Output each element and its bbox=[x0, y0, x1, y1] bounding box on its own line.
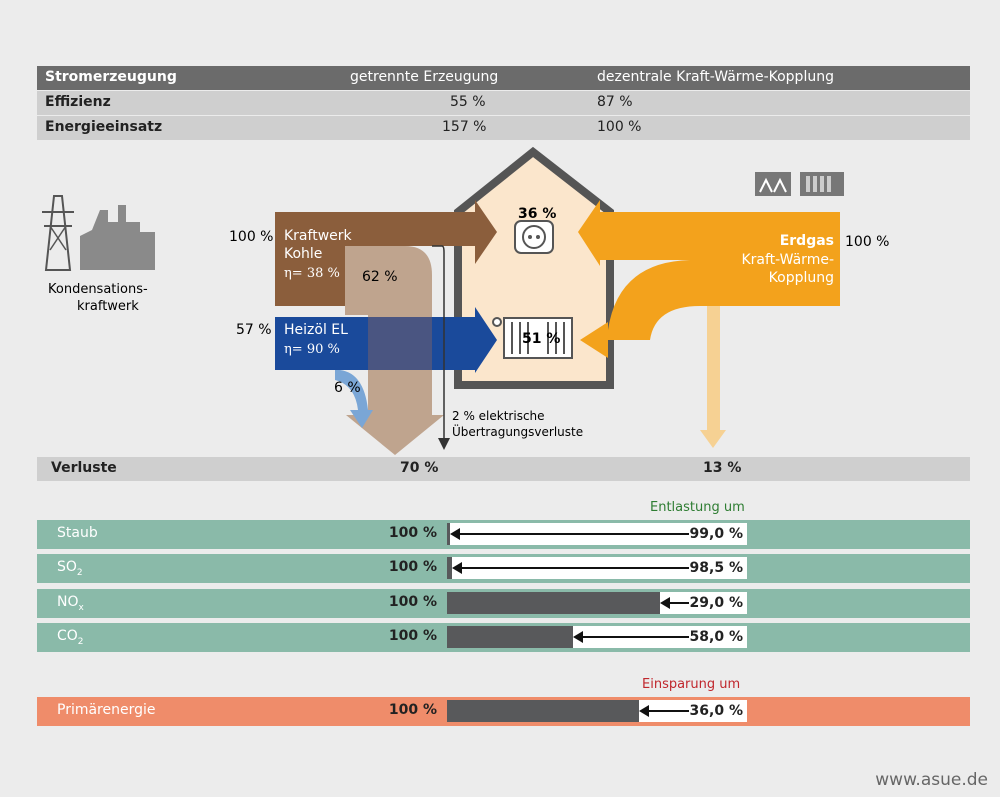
efficiency-separate: 55 % bbox=[450, 94, 486, 110]
table-header-row: Stromerzeugung getrennte Erzeugung dezen… bbox=[37, 66, 970, 90]
losses-separate: 70 % bbox=[400, 460, 439, 476]
efficiency-row: Effizienz 55 % 87 % bbox=[37, 91, 970, 115]
pollutant-label: Staub bbox=[57, 525, 98, 541]
energy-input-row: Energieeinsatz 157 % 100 % bbox=[37, 116, 970, 140]
header-label: Stromerzeugung bbox=[45, 69, 177, 85]
house-heat-percent: 51 % bbox=[522, 331, 560, 347]
efficiency-chp: 87 % bbox=[597, 94, 633, 110]
primary-energy-label: Primärenergie bbox=[57, 702, 156, 718]
pollutant-base: 100 % bbox=[388, 628, 437, 644]
coal-label-2: Kohle bbox=[284, 246, 322, 262]
pollutant-track: 99,0 % bbox=[447, 523, 747, 545]
pollutant-base: 100 % bbox=[388, 525, 437, 541]
power-plant-icon bbox=[42, 195, 155, 271]
coal-percent: 100 % bbox=[229, 229, 273, 245]
pollutant-track: 29,0 % bbox=[447, 592, 747, 614]
house-power-percent: 36 % bbox=[518, 206, 556, 222]
transmission-label-1: 2 % elektrische bbox=[452, 409, 545, 423]
pollutant-value: 98,5 % bbox=[689, 560, 743, 576]
oil-efficiency: η= 90 % bbox=[284, 342, 340, 357]
gas-power-arrow bbox=[578, 200, 840, 266]
pollutant-base: 100 % bbox=[388, 594, 437, 610]
transmission-arrowhead bbox=[438, 438, 450, 450]
socket-icon bbox=[514, 220, 554, 254]
pollutant-bar bbox=[447, 523, 450, 545]
reduction-arrowhead bbox=[660, 597, 670, 609]
primary-energy-arrow bbox=[647, 710, 689, 712]
oil-loss-percent: 6 % bbox=[334, 380, 361, 396]
pollutant-base: 100 % bbox=[388, 559, 437, 575]
reduction-arrow bbox=[458, 533, 689, 535]
primary-energy-bar bbox=[447, 700, 639, 722]
radiator-icon bbox=[492, 317, 573, 359]
gas-label-1: Erdgas bbox=[780, 233, 834, 249]
savings-caption: Einsparung um bbox=[642, 677, 741, 692]
pollutant-row: SO2 100 % 98,5 % bbox=[37, 554, 970, 583]
pollutant-row: CO2 100 % 58,0 % bbox=[37, 623, 970, 652]
pollutant-row: Staub 100 % 99,0 % bbox=[37, 520, 970, 549]
primary-energy-base: 100 % bbox=[388, 702, 437, 718]
primary-energy-arrowhead bbox=[639, 705, 649, 717]
pollutant-bar bbox=[447, 626, 573, 648]
gas-heat-arrow bbox=[580, 260, 840, 358]
efficiency-label: Effizienz bbox=[45, 94, 111, 110]
energy-input-separate: 157 % bbox=[442, 119, 487, 135]
reduction-arrowhead bbox=[451, 562, 462, 574]
pollutant-bar bbox=[447, 592, 660, 614]
gas-loss-flow bbox=[700, 300, 726, 448]
primary-energy-value: 36,0 % bbox=[689, 703, 743, 719]
reduction-arrow bbox=[459, 567, 689, 569]
coal-loss-percent: 62 % bbox=[362, 269, 398, 285]
energy-input-chp: 100 % bbox=[597, 119, 642, 135]
reduction-arrow bbox=[581, 636, 689, 638]
header-col1: getrennte Erzeugung bbox=[350, 69, 499, 85]
relief-caption: Entlastung um bbox=[650, 500, 745, 515]
gas-label-2: Kraft-Wärme- bbox=[741, 252, 834, 268]
coal-flow-arrow bbox=[275, 200, 497, 306]
primary-energy-track: 36,0 % bbox=[447, 700, 747, 722]
pollutant-label: CO2 bbox=[57, 628, 84, 647]
pollutant-bar bbox=[447, 557, 452, 579]
gas-percent: 100 % bbox=[845, 234, 889, 250]
pollutant-label: NOx bbox=[57, 594, 84, 613]
chp-unit-icon bbox=[755, 172, 844, 196]
oil-loss-flow bbox=[335, 370, 373, 428]
header-col2: dezentrale Kraft-Wärme-Kopplung bbox=[597, 69, 834, 85]
reduction-arrowhead bbox=[450, 528, 460, 540]
pollutant-row: NOx 100 % 29,0 % bbox=[37, 589, 970, 618]
pollutant-track: 58,0 % bbox=[447, 626, 747, 648]
oil-percent: 57 % bbox=[236, 322, 272, 338]
footer-url: www.asue.de bbox=[875, 770, 988, 790]
coal-label-1: Kraftwerk bbox=[284, 228, 353, 244]
primary-energy-row: Primärenergie 100 % 36,0 % bbox=[37, 697, 970, 726]
losses-chp: 13 % bbox=[703, 460, 742, 476]
oil-label: Heizöl EL bbox=[284, 322, 348, 338]
transmission-loss-line bbox=[432, 245, 445, 440]
gas-label-3: Kopplung bbox=[769, 270, 834, 286]
pollutant-value: 58,0 % bbox=[689, 629, 743, 645]
pollutant-label: SO2 bbox=[57, 559, 83, 578]
pollutant-track: 98,5 % bbox=[447, 557, 747, 579]
reduction-arrow bbox=[668, 602, 689, 604]
reduction-arrowhead bbox=[573, 631, 583, 643]
plant-label-2: kraftwerk bbox=[77, 299, 139, 314]
losses-label: Verluste bbox=[51, 460, 117, 476]
energy-flow-diagram: Kondensations- kraftwerk bbox=[42, 146, 889, 455]
coal-oil-overlap bbox=[368, 317, 432, 370]
coal-efficiency: η= 38 % bbox=[284, 266, 340, 281]
pollutant-value: 29,0 % bbox=[689, 595, 743, 611]
transmission-label-2: Übertragungsverluste bbox=[452, 423, 583, 439]
losses-row: Verluste 70 % 13 % bbox=[37, 457, 970, 481]
energy-input-label: Energieeinsatz bbox=[45, 119, 163, 135]
plant-label-1: Kondensations- bbox=[48, 282, 148, 297]
pollutant-value: 99,0 % bbox=[689, 526, 743, 542]
